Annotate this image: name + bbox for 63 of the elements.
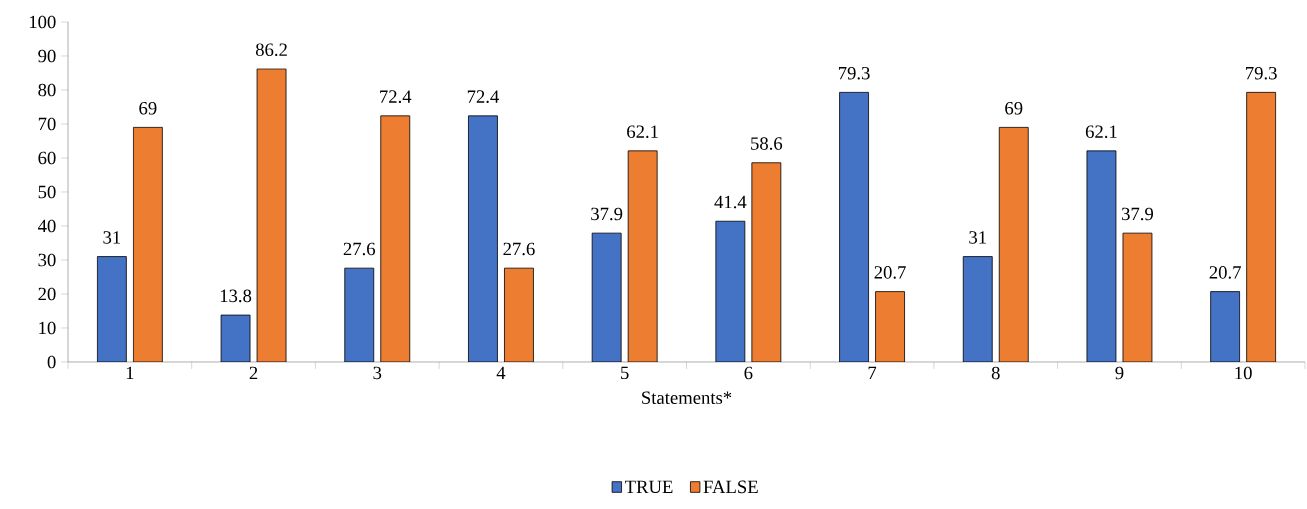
y-tick-label: 10 <box>39 321 56 335</box>
data-label: 58.6 <box>751 137 783 150</box>
data-label: 27.6 <box>503 242 535 256</box>
bar <box>998 126 1029 362</box>
data-label: 69 <box>139 102 157 115</box>
data-label: 69 <box>1005 102 1023 115</box>
data-label: 62.1 <box>627 125 658 139</box>
y-tick-label: 20 <box>38 287 56 301</box>
bar <box>344 267 375 362</box>
data-label: 27.6 <box>343 242 376 256</box>
data-label: 62.1 <box>1085 125 1117 139</box>
y-tick-label: 60 <box>38 151 56 165</box>
data-label: 37.9 <box>591 207 623 221</box>
data-label: 13.8 <box>220 289 252 303</box>
data-label: 31 <box>103 231 121 244</box>
y-tick-label: 30 <box>38 253 56 267</box>
data-label: 31 <box>969 231 986 244</box>
y-tick-label: 80 <box>38 83 56 97</box>
bar <box>751 162 782 362</box>
bar <box>715 220 746 362</box>
x-tick-label: 9 <box>1115 366 1124 380</box>
x-tick-label: 5 <box>621 366 629 380</box>
bar <box>627 150 658 362</box>
data-label: 86.2 <box>255 43 287 57</box>
data-label: 79.3 <box>1246 66 1277 80</box>
bar <box>591 232 622 362</box>
bar <box>1122 232 1153 362</box>
y-tick-label: 70 <box>38 117 56 131</box>
bar <box>132 126 163 362</box>
y-tick-label: 0 <box>47 355 56 369</box>
x-tick-label: 8 <box>991 366 1000 380</box>
legend-label: TRUE <box>624 480 673 494</box>
x-tick-label: 1 <box>126 366 134 380</box>
y-tick-label: 90 <box>38 49 56 63</box>
bar <box>380 115 411 362</box>
data-label: 79.3 <box>838 66 870 80</box>
x-tick-label: 7 <box>868 366 877 379</box>
bar <box>1246 91 1277 362</box>
x-tick-label: 2 <box>249 366 258 380</box>
bar <box>468 115 498 362</box>
x-tick-label: 6 <box>744 366 753 380</box>
legend-label: FALSE <box>703 480 758 494</box>
data-label: 72.4 <box>467 90 500 103</box>
bar <box>504 267 534 362</box>
x-axis-title: Statements* <box>642 391 732 404</box>
bar <box>256 68 287 362</box>
data-label: 20.7 <box>874 266 906 279</box>
bar <box>962 256 993 362</box>
y-tick-label: 40 <box>37 219 56 233</box>
y-tick-label: 50 <box>38 185 56 199</box>
x-tick-label: 4 <box>496 366 506 379</box>
x-tick-label: 3 <box>373 366 382 380</box>
data-label: 37.9 <box>1122 207 1154 221</box>
data-label: 20.7 <box>1209 266 1241 279</box>
bar <box>839 91 869 362</box>
y-tick-label: 100 <box>29 15 56 29</box>
bar <box>96 256 127 362</box>
bar <box>1086 150 1117 362</box>
data-label: 72.4 <box>380 90 412 103</box>
bar <box>1210 291 1241 362</box>
x-tick-label: 10 <box>1235 366 1252 380</box>
data-label: 41.4 <box>714 195 747 209</box>
bar <box>875 291 905 362</box>
